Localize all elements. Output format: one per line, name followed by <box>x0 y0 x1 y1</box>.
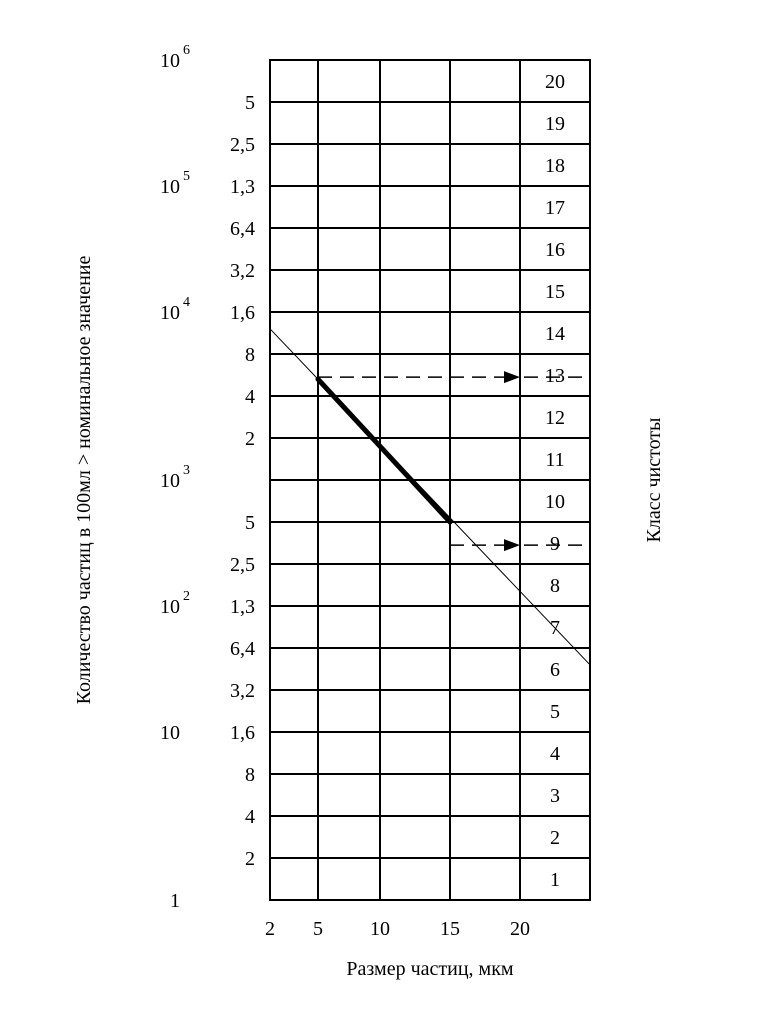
y-tick-label: 8 <box>245 344 255 366</box>
y-power-label: 10 <box>160 176 180 198</box>
class-label: 14 <box>545 323 565 345</box>
arrow-head <box>504 371 520 383</box>
y-tick-label: 4 <box>245 806 255 828</box>
y-power-exp: 5 <box>183 169 190 184</box>
y-tick-label: 3,2 <box>230 260 255 282</box>
class-label: 13 <box>545 365 565 387</box>
class-label: 11 <box>545 449 564 471</box>
y-tick-label: 1,6 <box>230 722 255 744</box>
y-power-label: 10 <box>160 50 180 72</box>
y-tick-label: 2 <box>245 848 255 870</box>
y-tick-label: 3,2 <box>230 680 255 702</box>
class-label: 17 <box>545 197 565 219</box>
class-label: 4 <box>550 743 560 765</box>
y-tick-label: 6,4 <box>230 638 255 660</box>
y-power-exp: 4 <box>183 295 190 310</box>
y-tick-label: 2 <box>245 428 255 450</box>
y-power-label: 10 <box>160 722 180 744</box>
x-tick-label: 15 <box>440 918 460 940</box>
class-label: 6 <box>550 659 560 681</box>
class-label: 18 <box>545 155 565 177</box>
class-label: 15 <box>545 281 565 303</box>
class-label: 9 <box>550 533 560 555</box>
arrow-head <box>504 539 520 551</box>
x-tick-label: 10 <box>370 918 390 940</box>
class-label: 10 <box>545 491 565 513</box>
y-tick-label: 1,6 <box>230 302 255 324</box>
bold-segment <box>318 379 450 522</box>
class-label: 3 <box>550 785 560 807</box>
y-tick-label: 2,5 <box>230 554 255 576</box>
y-power-label: 10 <box>160 596 180 618</box>
y-axis-title-right: Класс чистоты <box>643 418 665 543</box>
y-power-exp: 2 <box>183 589 190 604</box>
class-label: 19 <box>545 113 565 135</box>
x-tick-label: 2 <box>265 918 275 940</box>
y-tick-label: 6,4 <box>230 218 255 240</box>
x-axis-title: Размер частиц, мкм <box>346 958 513 980</box>
class-label: 16 <box>545 239 565 261</box>
class-label: 20 <box>545 71 565 93</box>
y-tick-label: 5 <box>245 512 255 534</box>
chart-svg: 2019181716151413121110987654321106105104… <box>0 0 780 1012</box>
x-tick-label: 5 <box>313 918 323 940</box>
y-power-exp: 6 <box>183 43 190 58</box>
y-power-exp: 3 <box>183 463 190 478</box>
y-power-label: 10 <box>160 470 180 492</box>
class-label: 8 <box>550 575 560 597</box>
y-power-label: 10 <box>160 302 180 324</box>
y-power-label: 1 <box>170 890 180 912</box>
y-tick-label: 1,3 <box>230 176 255 198</box>
y-tick-label: 8 <box>245 764 255 786</box>
class-label: 5 <box>550 701 560 723</box>
x-tick-label: 20 <box>510 918 530 940</box>
class-label: 2 <box>550 827 560 849</box>
y-tick-label: 4 <box>245 386 255 408</box>
y-tick-label: 5 <box>245 92 255 114</box>
class-label: 1 <box>550 869 560 891</box>
y-axis-title-left: Количество частиц в 100мл > номинальное … <box>73 256 95 705</box>
y-tick-label: 1,3 <box>230 596 255 618</box>
class-label: 12 <box>545 407 565 429</box>
y-tick-label: 2,5 <box>230 134 255 156</box>
chart-container: { "chart": { "type": "nomograph", "backg… <box>0 0 780 1012</box>
